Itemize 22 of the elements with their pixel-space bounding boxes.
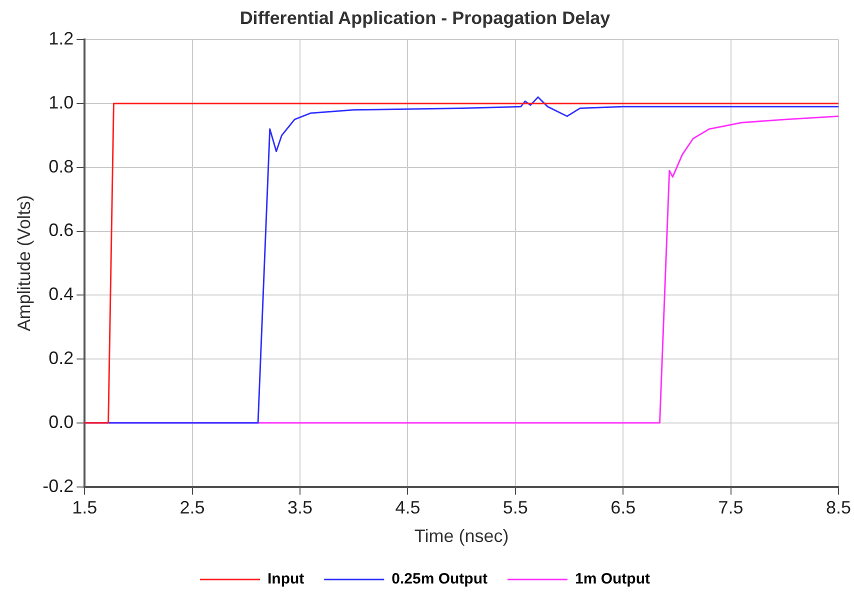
chart-title: Differential Application - Propagation Delay [240,8,610,28]
x-tick-label: 3.5 [287,498,313,518]
legend-label: Input [268,570,304,588]
x-tick-label: 6.5 [610,498,636,518]
legend-label: 0.25m Output [392,570,488,588]
y-tick-label: 0.4 [48,284,74,304]
y-tick-label: 1.0 [48,92,74,112]
legend-label: 1m Output [575,570,650,588]
y-tick-label: 0.8 [48,156,74,176]
x-tick-label: 5.5 [502,498,528,518]
x-tick-label: 1.5 [72,498,98,518]
y-tick-label: 0.2 [48,348,74,368]
y-tick-label: 0.6 [48,220,74,240]
x-tick-label: 2.5 [180,498,205,518]
x-tick-label: 7.5 [718,498,744,518]
x-tick-label: 4.5 [395,498,420,518]
y-tick-label: 0.0 [48,412,74,432]
y-tick-label: -0.2 [42,476,74,496]
y-tick-label: 1.2 [48,28,74,49]
x-tick-label: 8.5 [826,498,852,518]
y-axis-title: Amplitude (Volts) [14,195,34,332]
x-axis-title: Time (nsec) [414,526,509,546]
